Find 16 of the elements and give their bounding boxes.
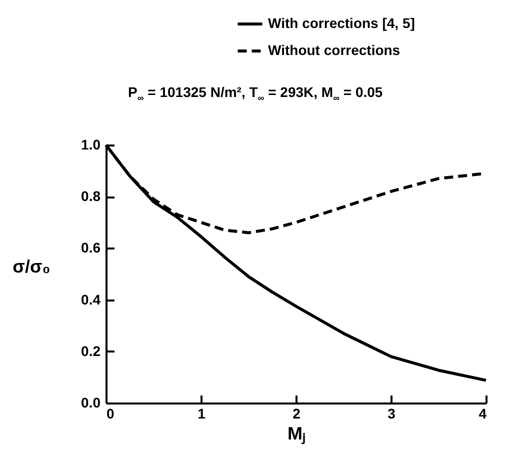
y-tick-label: 0.0	[81, 394, 101, 410]
x-tick-label: 1	[198, 406, 206, 422]
legend-label: Without corrections	[268, 42, 400, 58]
x-tick-label: 2	[292, 406, 301, 422]
y-tick-label: 0.2	[81, 342, 101, 359]
x-tick-label: 4	[478, 406, 487, 422]
y-tick-label: 0.4	[81, 291, 101, 308]
x-tick-label: 3	[388, 406, 396, 422]
y-axis-title: σ/σ₀	[12, 256, 50, 276]
y-tick-label: 0.8	[81, 188, 101, 204]
x-tick-label: 0	[106, 406, 114, 422]
text: P$_{∞}$ = 101325 N/m², T$_{∞}$ = 293K, M$_{∞}$ = 0.05	[128, 84, 383, 103]
legend-label: With corrections [4, 5]	[268, 15, 415, 31]
x-axis-title: Mⱼ	[288, 424, 306, 444]
y-tick-label: 0.6	[81, 240, 101, 256]
y-tick-label: 1.0	[81, 136, 101, 152]
